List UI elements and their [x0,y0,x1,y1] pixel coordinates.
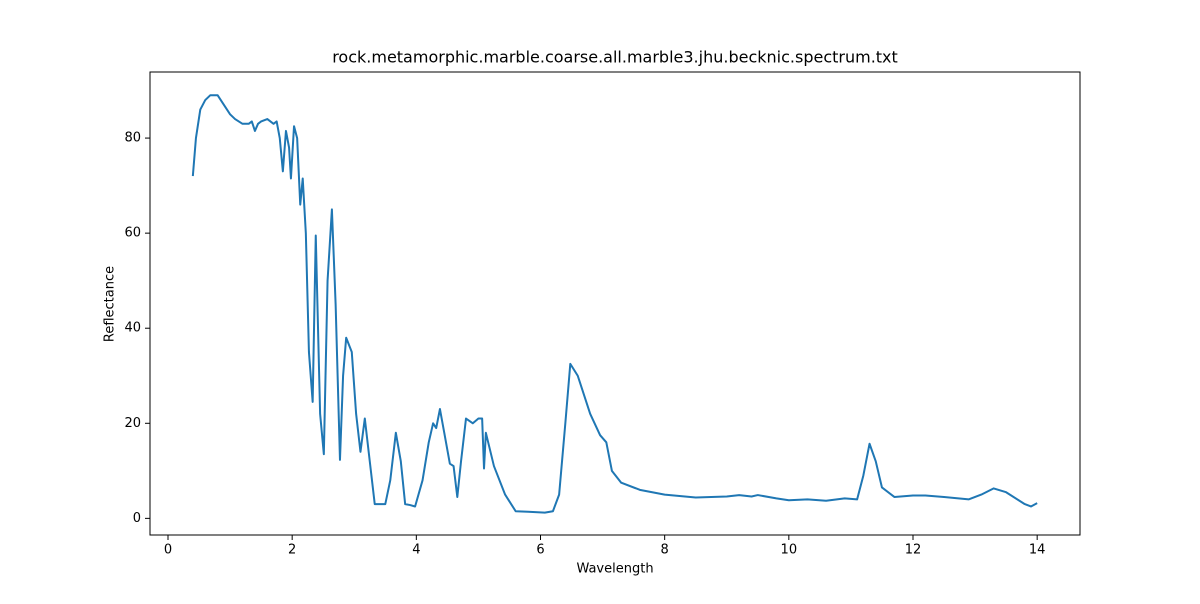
data-line [191,94,1038,514]
y-tick-label: 80 [124,131,141,146]
y-tick-label: 40 [124,321,141,336]
y-axis-label: Reflectance [103,266,118,342]
x-tick-label: 2 [288,543,296,558]
x-tick-label: 0 [164,543,172,558]
x-tick-label: 14 [1029,543,1046,558]
y-tick-label: 60 [124,226,141,241]
x-tick-label: 10 [781,543,798,558]
plot-frame [149,71,1081,536]
y-tick-label: 20 [124,416,141,431]
chart-title: rock.metamorphic.marble.coarse.all.marbl… [332,48,898,67]
y-tick-label: 0 [133,511,141,526]
x-tick-label: 12 [905,543,922,558]
x-tick-label: 6 [536,543,544,558]
x-tick-label: 4 [412,543,420,558]
x-tick-label: 8 [661,543,669,558]
x-axis-label: Wavelength [576,562,653,577]
